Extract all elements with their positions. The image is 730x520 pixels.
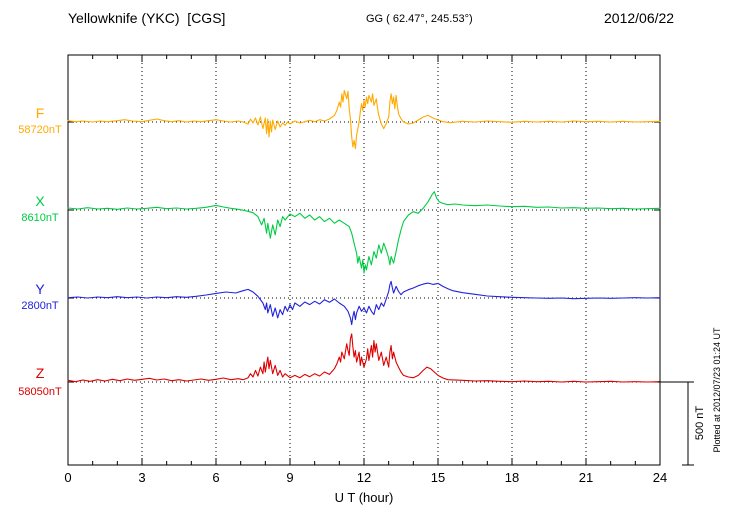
trace-f (67, 89, 661, 150)
x-tick-label-15: 15 (430, 470, 446, 485)
series-baseline-f: 58720nT (18, 124, 62, 136)
plotted-at-timestamp: Plotted at 2012/07/23 01:24 UT (712, 327, 722, 453)
series-letter-x: X (35, 193, 45, 209)
series-baseline-y: 2800nT (21, 300, 59, 312)
series-baseline-z: 58050nT (18, 386, 62, 398)
series-baseline-x: 8610nT (21, 212, 59, 224)
trace-y (67, 280, 661, 326)
x-tick-label-21: 21 (578, 470, 594, 485)
x-tick-label-12: 12 (356, 470, 372, 485)
trace-x (67, 191, 661, 274)
series-label-y: Y 2800nT (10, 282, 70, 312)
x-axis-tick-labels: 0 3 6 9 12 15 18 21 24 (0, 470, 730, 486)
x-tick-label-18: 18 (504, 470, 520, 485)
series-label-x: X 8610nT (10, 194, 70, 224)
series-letter-f: F (35, 105, 45, 121)
x-axis-label: U T (hour) (334, 490, 394, 505)
trace-z (67, 333, 661, 383)
series-label-f: F 58720nT (10, 106, 70, 136)
geographic-coordinates: GG ( 62.47°, 245.53°) (366, 13, 473, 25)
x-tick-label-24: 24 (652, 470, 668, 485)
plot-date: 2012/06/22 (604, 10, 675, 26)
x-tick-label-3: 3 (138, 470, 146, 485)
x-tick-label-0: 0 (64, 470, 72, 485)
series-letter-z: Z (35, 365, 45, 381)
series-letter-y: Y (35, 281, 45, 297)
x-tick-label-9: 9 (286, 470, 294, 485)
scale-bar-label: 500 nT (694, 405, 706, 441)
series-label-z: Z 58050nT (10, 366, 70, 398)
x-tick-label-6: 6 (212, 470, 220, 485)
station-title: Yellowknife (YKC) [CGS] (68, 10, 226, 26)
